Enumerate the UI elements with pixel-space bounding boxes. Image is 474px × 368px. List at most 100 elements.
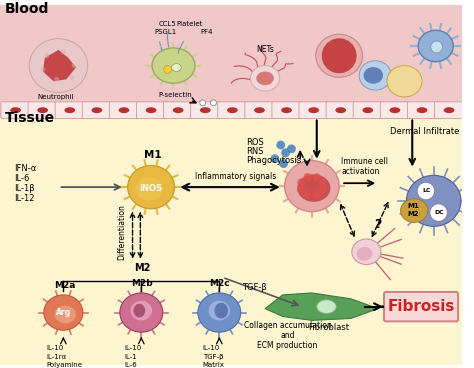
Ellipse shape [352,239,381,265]
FancyBboxPatch shape [380,102,410,118]
Ellipse shape [364,67,383,84]
Circle shape [417,182,435,200]
Text: Polyamine: Polyamine [47,362,83,368]
Text: LC: LC [422,188,430,193]
Text: Differentiation: Differentiation [117,204,126,260]
Text: IL-12: IL-12 [15,194,35,203]
Ellipse shape [44,295,83,330]
Ellipse shape [214,303,228,318]
Ellipse shape [120,293,163,332]
Ellipse shape [336,107,346,113]
Circle shape [271,154,279,163]
Text: ROS: ROS [246,138,264,147]
Text: IL-1: IL-1 [125,354,137,360]
FancyBboxPatch shape [326,102,356,118]
FancyBboxPatch shape [28,102,57,118]
Circle shape [164,66,172,74]
FancyBboxPatch shape [82,102,111,118]
Text: TGF-β: TGF-β [242,283,266,292]
Text: IL-1rα: IL-1rα [47,354,67,360]
Circle shape [287,145,296,153]
Text: IL-10: IL-10 [203,345,220,351]
Ellipse shape [55,306,76,323]
FancyBboxPatch shape [191,102,220,118]
Text: Fibrosis: Fibrosis [387,299,455,314]
Text: Matrix: Matrix [203,362,225,368]
Text: NETs: NETs [256,45,274,54]
FancyBboxPatch shape [109,102,138,118]
Text: Fibroblast: Fibroblast [308,323,349,332]
Ellipse shape [297,174,330,202]
Circle shape [304,173,311,181]
Ellipse shape [406,175,461,226]
Circle shape [276,141,285,149]
Ellipse shape [10,107,21,113]
Text: ECM production: ECM production [257,341,318,350]
Ellipse shape [417,107,428,113]
Text: M1: M1 [407,203,419,209]
FancyBboxPatch shape [245,102,274,118]
Ellipse shape [363,107,373,113]
FancyBboxPatch shape [0,5,462,117]
Circle shape [319,185,327,194]
Text: PSGL1: PSGL1 [154,29,176,35]
Text: M2b: M2b [132,279,153,288]
Text: Tissue: Tissue [5,112,55,125]
Text: Collagen accumulation: Collagen accumulation [244,321,331,330]
Text: Immune cell
activation: Immune cell activation [341,157,388,176]
Circle shape [54,77,59,82]
Circle shape [72,63,76,68]
Ellipse shape [359,61,392,90]
FancyBboxPatch shape [299,102,328,118]
FancyBboxPatch shape [137,102,166,118]
Circle shape [279,159,288,168]
Text: Blood: Blood [5,2,49,16]
Circle shape [313,191,320,199]
Text: IL-6: IL-6 [125,362,137,368]
Ellipse shape [152,48,195,83]
FancyBboxPatch shape [435,102,464,118]
Ellipse shape [136,177,163,201]
Text: IL-10: IL-10 [125,345,142,351]
Ellipse shape [390,107,400,113]
Ellipse shape [418,30,453,62]
Ellipse shape [250,66,280,91]
FancyBboxPatch shape [55,102,84,118]
Ellipse shape [317,300,336,314]
Text: CCL5: CCL5 [159,21,177,27]
Ellipse shape [401,199,428,222]
Polygon shape [265,293,378,321]
Ellipse shape [128,166,174,209]
Ellipse shape [131,301,152,321]
Text: ?: ? [374,218,382,231]
Ellipse shape [281,107,292,113]
Ellipse shape [284,161,339,212]
Text: M2: M2 [135,263,151,273]
Ellipse shape [173,107,183,113]
Text: and: and [280,331,295,340]
Ellipse shape [37,107,48,113]
Polygon shape [322,38,357,73]
Ellipse shape [357,247,372,261]
Circle shape [200,100,206,106]
Text: DC: DC [435,209,445,215]
FancyBboxPatch shape [272,102,301,118]
Circle shape [313,173,320,181]
Ellipse shape [209,301,230,321]
Text: IL-1β: IL-1β [15,184,35,193]
Circle shape [430,204,447,222]
Ellipse shape [64,107,75,113]
Text: PF4: PF4 [201,29,213,35]
Circle shape [319,179,327,187]
Circle shape [61,49,66,54]
Circle shape [431,41,443,53]
Circle shape [40,67,46,72]
FancyBboxPatch shape [164,102,193,118]
Ellipse shape [444,107,455,113]
Text: Phagocytosis: Phagocytosis [246,156,302,164]
Text: M2: M2 [407,210,419,216]
Text: Inflammatory signals: Inflammatory signals [195,172,276,181]
FancyBboxPatch shape [384,292,458,321]
Ellipse shape [316,34,363,77]
Text: Neutrophil: Neutrophil [37,94,73,100]
